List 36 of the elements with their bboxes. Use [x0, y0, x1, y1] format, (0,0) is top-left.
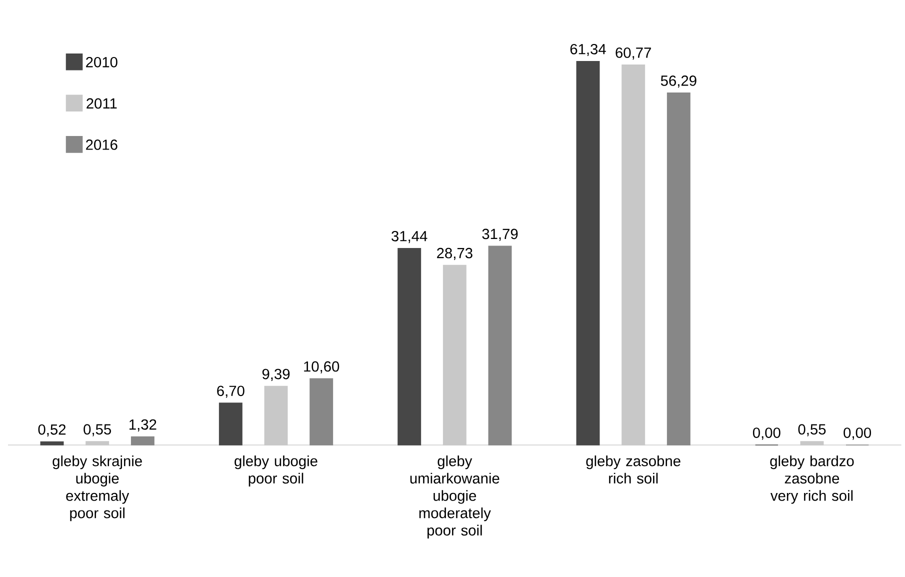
bar: [310, 378, 334, 446]
data-label: 0,55: [84, 424, 111, 436]
data-label: 28,73: [437, 248, 472, 260]
bar: [442, 264, 466, 446]
data-label: 0,00: [844, 428, 872, 440]
data-label: 0,55: [798, 424, 826, 436]
bar: [576, 60, 600, 446]
x-tick-label: gleby skrajnie ubogie extremaly poor soil: [52, 455, 142, 522]
bar: [40, 441, 64, 446]
data-label: 56,29: [660, 76, 696, 88]
data-label: 6,70: [217, 386, 244, 398]
x-tick-label: gleby umiarkowanie ubogie moderately poor soil: [410, 455, 500, 538]
data-label: 0,00: [752, 428, 780, 440]
x-tick-label: gleby bardzo zasobne very rich soil: [770, 455, 854, 504]
data-label: 31,44: [392, 230, 428, 244]
legend-label: 2011: [86, 98, 117, 109]
data-label: 31,79: [482, 228, 518, 241]
bar: [800, 441, 824, 446]
bar: [264, 386, 288, 446]
data-label: 10,60: [304, 361, 340, 374]
bar: [218, 402, 242, 446]
data-label: 61,34: [570, 44, 606, 56]
data-label: 1,32: [130, 419, 156, 432]
data-label: 9,39: [262, 368, 290, 381]
legend-label: 2010: [86, 56, 118, 68]
data-label: 0,52: [38, 424, 66, 436]
bar: [86, 441, 110, 446]
bar: [488, 246, 512, 446]
bar: [666, 92, 690, 446]
bar: [622, 64, 646, 446]
bar: [130, 436, 154, 446]
x-tick-label: gleby zasobne rich soil: [586, 455, 680, 484]
x-tick-label: gleby ubogie poor soil: [234, 455, 318, 486]
data-label: 60,77: [616, 48, 651, 60]
legend-label: 2016: [86, 140, 118, 150]
bar: [398, 248, 422, 446]
